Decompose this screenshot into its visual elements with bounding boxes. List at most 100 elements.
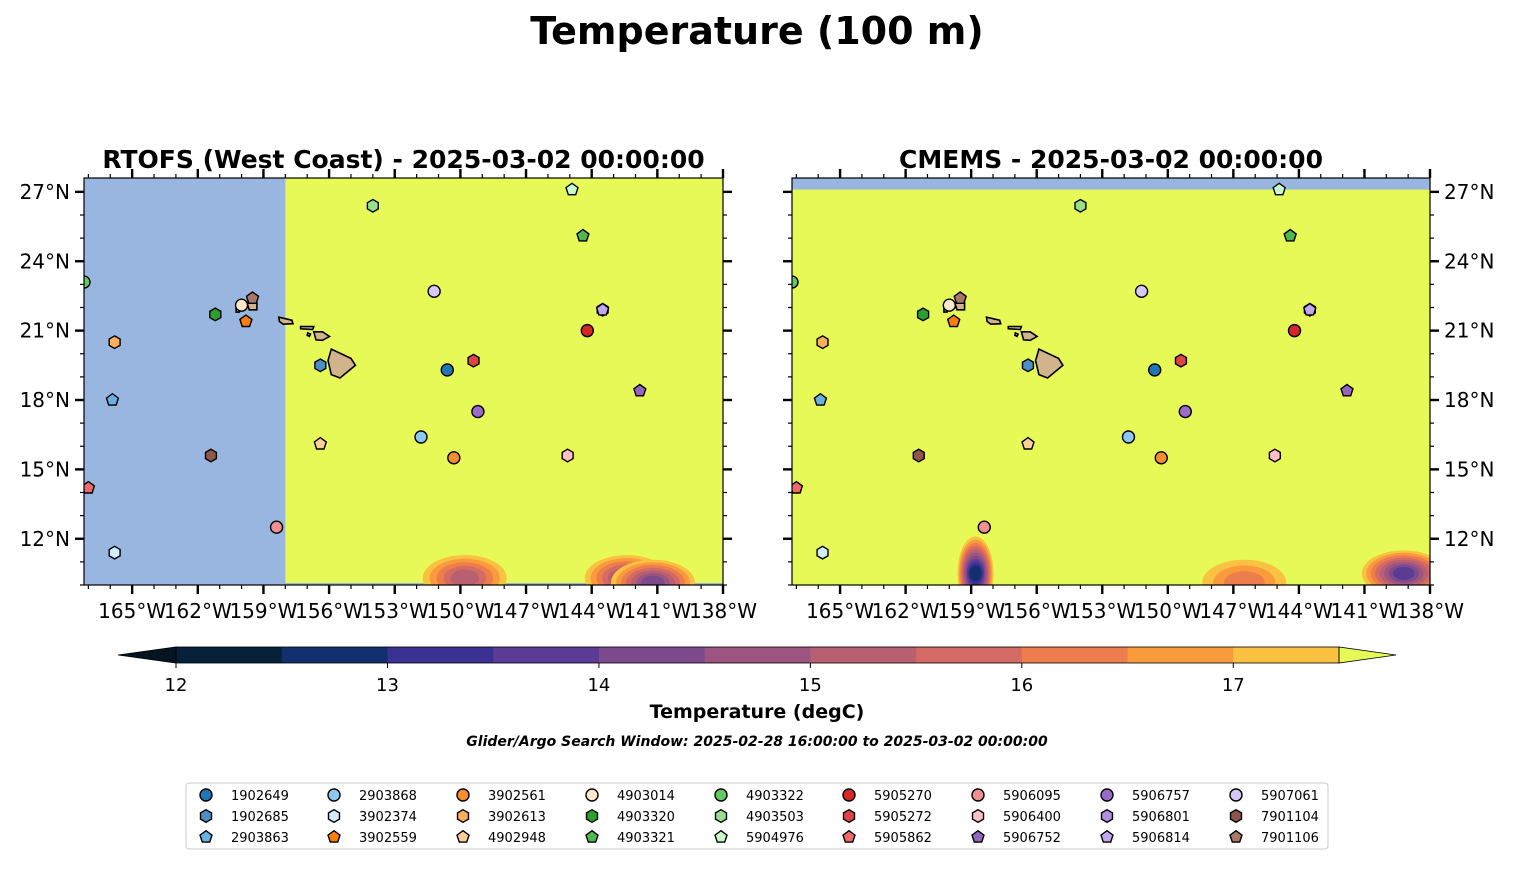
legend-marker-7901106 — [1229, 829, 1243, 843]
legend-label: 1902649 — [231, 789, 289, 804]
float-marker-4902948 — [1021, 436, 1035, 450]
float-marker-1902685 — [314, 358, 327, 373]
float-marker-4903503 — [1074, 198, 1087, 213]
float-marker-3902613 — [108, 335, 121, 350]
colorbar-tick-label: 17 — [1222, 675, 1245, 696]
float-marker-3902374 — [816, 545, 829, 560]
legend-label: 2903863 — [231, 831, 289, 846]
y-tick-label: 12°N — [1444, 527, 1494, 551]
island-outline — [985, 316, 1002, 326]
float-marker-5907061 — [1134, 284, 1149, 299]
colorbar-bin — [810, 647, 917, 663]
x-tick-label: 165°W — [806, 599, 874, 623]
y-tick-label: 15°N — [1444, 457, 1494, 481]
legend-marker-5906400 — [971, 808, 985, 824]
y-tick-label: 18°N — [20, 388, 70, 412]
colorbar-tick-label: 16 — [1010, 675, 1033, 696]
x-tick-label: 153°W — [1068, 599, 1136, 623]
float-marker-3902613 — [816, 335, 829, 350]
legend-marker-1902685 — [199, 808, 213, 824]
colorbar-bin — [493, 647, 600, 663]
float-marker-7901106 — [245, 291, 260, 304]
legend-label: 4903014 — [617, 789, 675, 804]
colorbar-tick-label: 15 — [799, 675, 822, 696]
y-tick-label: 24°N — [20, 249, 70, 273]
island-outline — [1007, 325, 1023, 331]
figure-title: Temperature (100 m) — [530, 9, 983, 53]
float-marker-3902561 — [1154, 451, 1168, 465]
colorbar-bin — [176, 647, 283, 663]
float-marker-7901104 — [204, 448, 218, 463]
x-tick-label: 162°W — [164, 599, 232, 623]
x-tick-label: 141°W — [1330, 599, 1398, 623]
legend-marker-5906752 — [971, 829, 985, 843]
legend-marker-4903320 — [585, 808, 599, 824]
colorbar-extend-max — [1338, 646, 1397, 664]
colorbar-label: Temperature (degC) — [650, 701, 865, 723]
island-outline — [1014, 331, 1020, 338]
float-marker-4903503 — [366, 198, 379, 213]
x-tick-label: 153°W — [361, 599, 429, 623]
legend-marker-3902559 — [327, 829, 341, 843]
float-marker-5906400 — [561, 448, 574, 463]
legend-marker-5907061 — [1229, 788, 1243, 802]
float-marker-5905862 — [792, 480, 804, 494]
float-marker-5906400 — [1268, 448, 1282, 463]
legend-label: 7901106 — [1261, 831, 1319, 846]
colorbar-bin — [387, 647, 494, 663]
legend-label: 7901104 — [1261, 810, 1319, 825]
legend-label: 3902374 — [359, 810, 417, 825]
legend-marker-4903503 — [714, 808, 728, 824]
float-marker-4903321 — [576, 228, 590, 242]
legend-label: 3902613 — [488, 810, 546, 825]
legend-marker-5906801 — [1100, 808, 1114, 824]
float-marker-5907061 — [427, 284, 441, 299]
island-outline — [327, 347, 357, 379]
float-marker-4903320 — [209, 307, 222, 322]
x-tick-label: 147°W — [492, 599, 560, 623]
legend-marker-5905270 — [842, 788, 856, 802]
float-marker-7901104 — [912, 448, 925, 463]
colorbar-frame — [175, 646, 1340, 664]
x-tick-label: 159°W — [229, 599, 297, 623]
float-marker-5906814 — [595, 302, 610, 316]
x-tick-label: 144°W — [1265, 599, 1333, 623]
colorbar-bin — [281, 647, 388, 663]
nodata-region — [792, 178, 1430, 190]
cmems-panel: CMEMS - 2025-03-02 00:00:00 165°W162°W159… — [783, 145, 1494, 623]
legend-marker-3902374 — [327, 808, 341, 824]
nodata-region — [84, 178, 286, 585]
colorbar-bin — [598, 647, 706, 663]
legend-marker-4903322 — [714, 788, 728, 802]
legend-marker-5906814 — [1100, 829, 1114, 843]
island-outline — [277, 316, 295, 326]
x-tick-label: 147°W — [1199, 599, 1267, 623]
float-marker-5906752 — [633, 383, 647, 397]
x-tick-label: 150°W — [1134, 599, 1202, 623]
legend-label: 5906095 — [1003, 789, 1061, 804]
legend-label: 4903503 — [746, 810, 804, 825]
cool-water-contour — [1393, 566, 1415, 580]
float-marker-1902649 — [440, 363, 454, 377]
float-marker-5906814 — [1302, 302, 1317, 316]
island-outline — [312, 330, 332, 342]
panel-title: CMEMS - 2025-03-02 00:00:00 — [899, 145, 1323, 174]
map-frame — [83, 177, 724, 586]
colorbar-bin — [1233, 647, 1340, 663]
colorbar-tick-label: 14 — [587, 675, 610, 696]
float-marker-4903320 — [916, 307, 930, 322]
legend-marker-3902561 — [456, 788, 470, 802]
float-marker-2903868 — [1121, 430, 1136, 444]
legend-label: 5906400 — [1003, 810, 1061, 825]
x-tick-label: 156°W — [295, 599, 363, 623]
legend: 1902649 1902685 2903863 2903868 3902374 39025… — [185, 782, 1329, 850]
legend-label: 5906801 — [1132, 810, 1190, 825]
search-window-note: Glider/Argo Search Window: 2025-02-28 16… — [466, 734, 1048, 750]
legend-marker-2903868 — [327, 788, 341, 802]
float-marker-4902948 — [313, 436, 328, 450]
float-marker-5906752 — [1340, 383, 1354, 397]
colorbar-bin — [916, 647, 1023, 663]
legend-marker-5905272 — [842, 808, 856, 824]
y-tick-label: 15°N — [20, 457, 70, 481]
warm-water-fill — [792, 178, 1430, 585]
